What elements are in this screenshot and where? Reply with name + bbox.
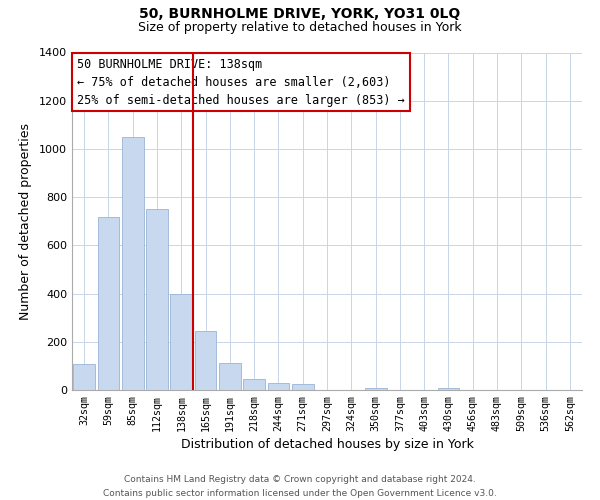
- Bar: [146, 209, 168, 390]
- Bar: [97, 217, 119, 390]
- Bar: [268, 384, 289, 390]
- Text: Contains HM Land Registry data © Crown copyright and database right 2024.
Contai: Contains HM Land Registry data © Crown c…: [103, 476, 497, 498]
- Bar: [365, 388, 386, 390]
- Bar: [243, 378, 265, 390]
- Bar: [292, 384, 314, 390]
- Bar: [437, 388, 460, 390]
- Bar: [219, 364, 241, 390]
- Y-axis label: Number of detached properties: Number of detached properties: [19, 122, 32, 320]
- Text: 50, BURNHOLME DRIVE, YORK, YO31 0LQ: 50, BURNHOLME DRIVE, YORK, YO31 0LQ: [139, 8, 461, 22]
- Bar: [194, 332, 217, 390]
- Bar: [73, 364, 95, 390]
- Text: 50 BURNHOLME DRIVE: 138sqm
← 75% of detached houses are smaller (2,603)
25% of s: 50 BURNHOLME DRIVE: 138sqm ← 75% of deta…: [77, 58, 405, 106]
- Bar: [170, 294, 192, 390]
- X-axis label: Distribution of detached houses by size in York: Distribution of detached houses by size …: [181, 438, 473, 451]
- Bar: [122, 137, 143, 390]
- Text: Size of property relative to detached houses in York: Size of property relative to detached ho…: [138, 21, 462, 34]
